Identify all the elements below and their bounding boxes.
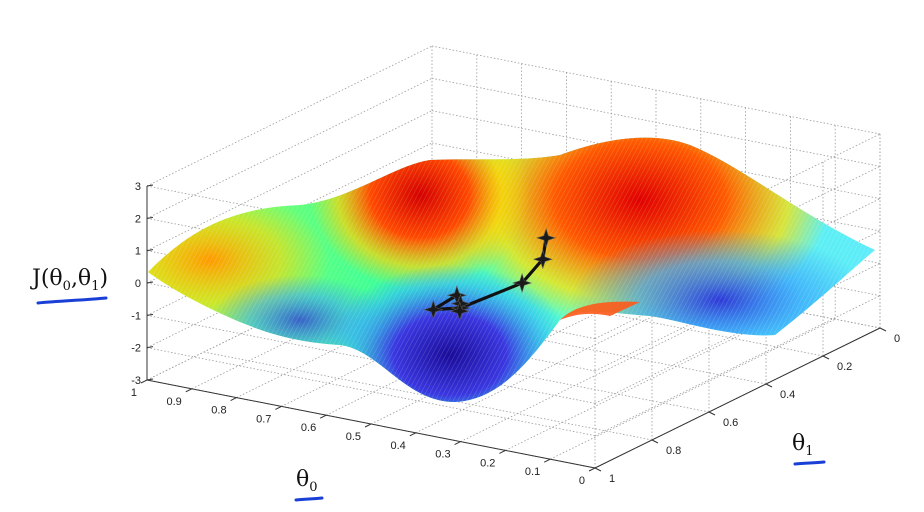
svg-text:θ0: θ0 [296,467,318,495]
y-tick [594,467,602,472]
y-tick-label: 0 [894,333,900,345]
x-tick-label: 0.1 [525,466,540,478]
grid-line [146,314,596,404]
z-axis-title: J(θ0,θ1) [30,266,108,305]
y-tick [822,355,830,360]
z-tick-label: -1 [131,310,141,322]
grid-line [415,292,701,434]
x-tick-label: 0.3 [435,449,450,461]
x-tick [543,458,551,463]
z-tick-label: 2 [135,213,141,225]
x-tick [499,449,506,454]
z-tick [146,249,154,252]
y-tick [765,383,773,388]
descent-step-marker [536,227,557,248]
z-tick [146,184,154,187]
x-tick-label: 0.8 [211,405,226,417]
descent-step-marker [532,249,553,270]
x-tick-label: 1 [131,387,137,399]
x-tick [409,432,417,437]
descent-step-marker [423,299,444,320]
y-tick-label: 0.4 [780,389,795,401]
y-label-underline [793,460,826,466]
y-axis-title: θ1 [792,431,826,466]
grid-line [431,77,881,167]
x-tick-label: 0.4 [391,440,406,452]
surface-fold [560,301,640,320]
descent-step-marker [449,301,470,322]
grid-line [594,295,881,437]
x-tick [588,467,596,472]
x-label-underline [294,496,324,502]
grid-line [146,77,433,219]
descent-path [423,227,557,322]
z-tick [146,216,154,219]
z-tick [146,281,154,284]
z-tick-label: -3 [131,375,141,387]
x-axis-title: θ0 [294,467,324,502]
x-tick [319,414,327,419]
x-tick [454,441,461,446]
z-tick-label: -2 [131,343,141,355]
x-tick [230,397,237,402]
y-tick-label: 0.8 [666,445,681,457]
grid-line [146,45,433,187]
z-tick [146,346,154,349]
z-label-underline [36,296,108,305]
x-tick [140,379,148,384]
z-tick [146,313,154,316]
x-tick [364,423,372,428]
x-tick-label: 0.7 [256,413,271,425]
y-tick-label: 1 [609,473,615,485]
z-tick-label: 1 [135,246,141,258]
y-tick [651,439,659,444]
grid-line [431,45,881,135]
y-tick [879,327,887,332]
grid-line [505,310,791,451]
x-tick [185,388,193,393]
y-tick [708,411,716,416]
z-tick [146,378,154,381]
svg-text:J(θ0,θ1): J(θ0,θ1) [30,266,108,294]
grid-line [550,318,836,460]
axes: 3210-1-2-310.90.80.70.60.50.40.30.20.100… [131,181,900,487]
y-tick-label: 0.6 [723,417,738,429]
x-tick-label: 0.2 [480,457,495,469]
x-tick-label: 0.5 [346,431,361,443]
y-tick-label: 0.2 [837,361,852,373]
x-tick-label: 0.9 [167,396,182,408]
z-tick-label: 0 [135,278,141,290]
z-tick-label: 3 [135,181,141,193]
x-tick-label: 0.6 [301,422,316,434]
y-axis-line [594,327,881,469]
x-tick-label: 0 [579,475,585,487]
grid-line [460,301,746,442]
svg-text:θ1: θ1 [792,431,814,459]
grid-line [146,110,433,252]
descent-step-marker [512,273,533,293]
grid-line [146,347,596,437]
x-tick [275,405,282,410]
